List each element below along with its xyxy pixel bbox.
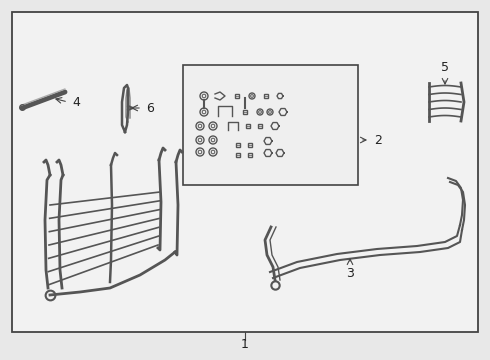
Bar [243,110,247,114]
Bar [236,143,240,147]
Text: 2: 2 [374,134,382,147]
Text: 6: 6 [146,102,154,114]
Bar [235,94,239,98]
Bar [264,94,268,98]
Text: 5: 5 [441,61,449,74]
Text: 1: 1 [241,338,249,351]
Bar [183,65,358,185]
Bar [246,124,250,128]
Text: 4: 4 [72,96,80,109]
Bar [12,12,478,332]
Bar [236,153,240,157]
Bar [258,124,262,128]
Bar [248,153,252,157]
Text: 3: 3 [346,267,354,280]
Bar [248,143,252,147]
